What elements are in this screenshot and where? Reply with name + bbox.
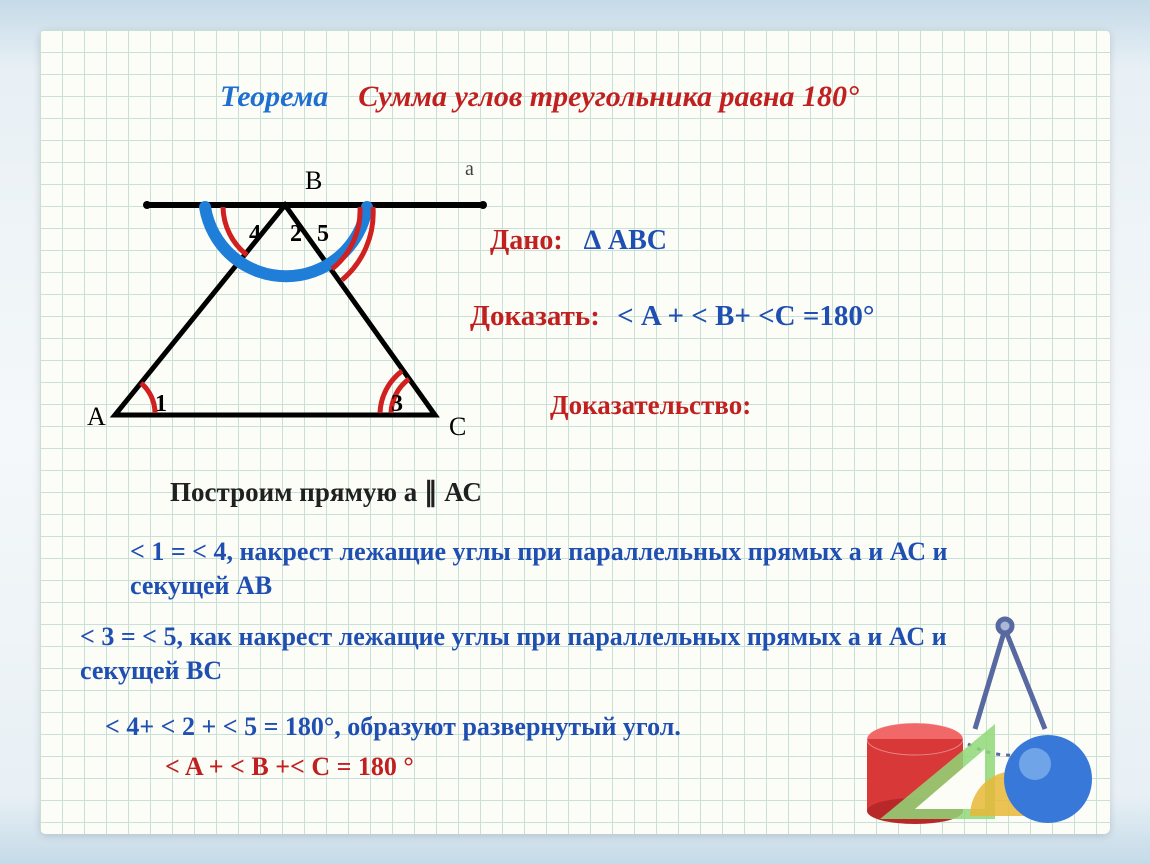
title-statement: Сумма углов треугольника равна 180° (358, 80, 859, 113)
slide-area: Теорема Сумма углов треугольника равна 1… (40, 30, 1110, 834)
prove-value: < A + < B+ <C =180° (617, 300, 874, 332)
svg-text:А: А (87, 402, 106, 431)
prove-block: Доказать: < A + < B+ <C =180° (470, 300, 875, 333)
given-value: ∆ ABC (584, 225, 667, 256)
svg-text:B: B (305, 166, 322, 195)
svg-text:5: 5 (317, 221, 329, 247)
svg-text:4: 4 (249, 221, 261, 247)
proof-step-construction: Построим прямую а ∥ АС (170, 475, 482, 510)
proof-heading: Доказательство: (550, 390, 751, 421)
line-a-label: а (465, 158, 474, 181)
svg-text:C: C (449, 412, 466, 441)
theorem-title: Теорема Сумма углов треугольника равна 1… (220, 80, 859, 114)
triangle-diagram: А B C 1 4 2 5 3 (75, 145, 495, 455)
given-label: Дано: (490, 225, 563, 256)
svg-text:1: 1 (155, 391, 167, 417)
svg-text:3: 3 (391, 391, 403, 417)
proof-step-1: < 1 = < 4, накрест лежащие углы при пара… (130, 535, 1030, 603)
title-word: Теорема (220, 80, 328, 113)
prove-label: Доказать: (470, 300, 600, 332)
given-block: Дано: ∆ ABC (490, 225, 667, 257)
decorative-shapes (820, 614, 1100, 824)
svg-text:2: 2 (290, 221, 302, 247)
